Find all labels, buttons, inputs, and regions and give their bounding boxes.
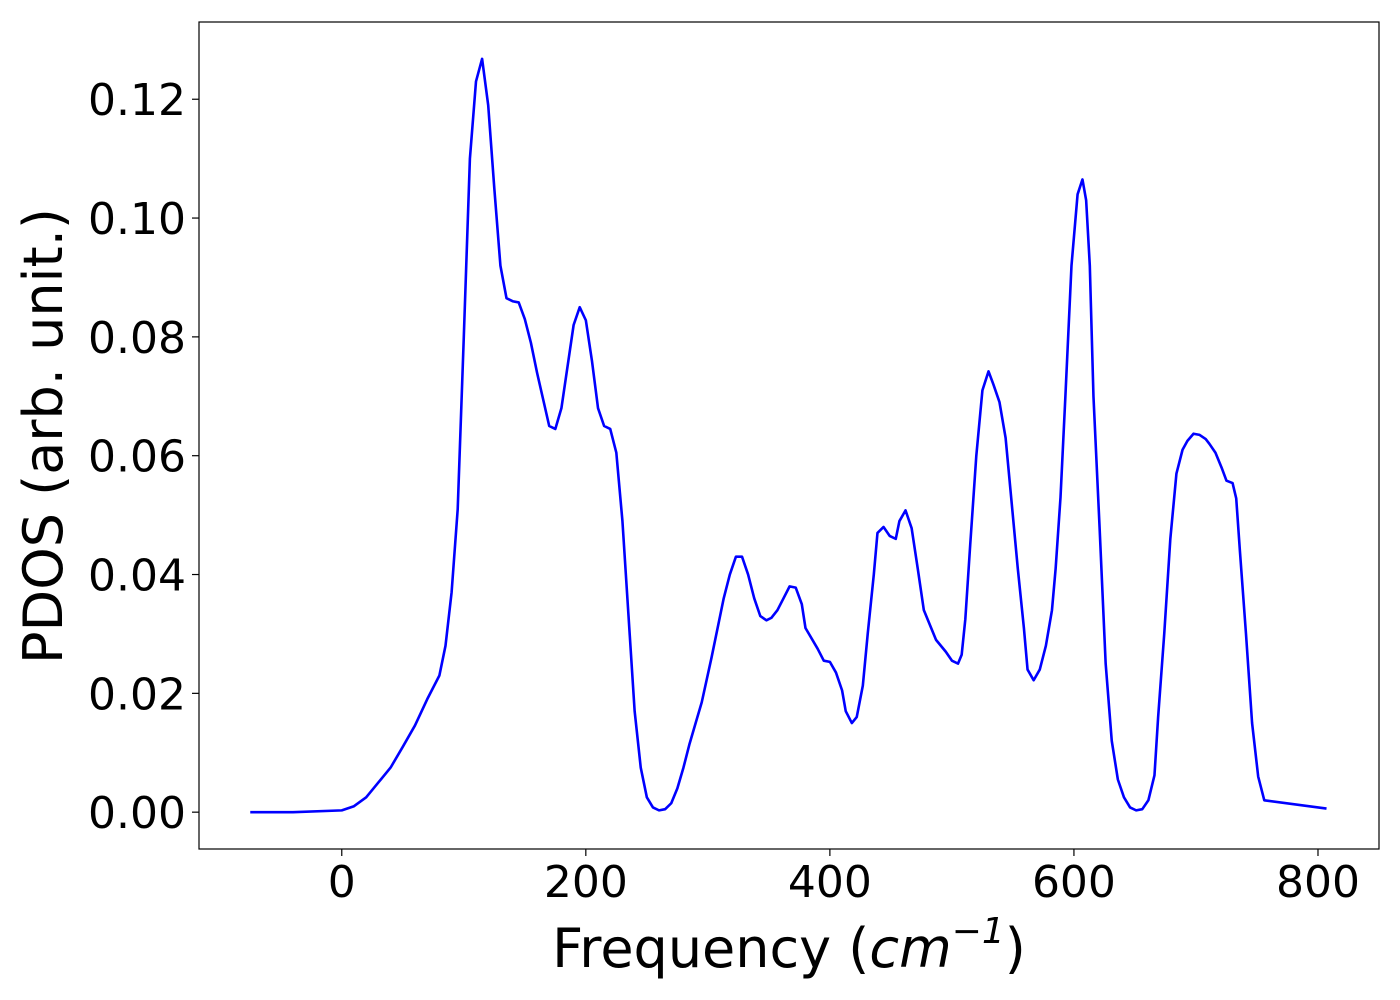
plot-frame (198, 21, 1380, 850)
y-tick-label: 0.00 (88, 788, 186, 839)
data-line (250, 57, 1327, 814)
x-label-text: ) (1005, 917, 1026, 980)
y-tick-label: 0.10 (88, 194, 186, 245)
y-axis-label: PDOS (arb. unit.) (12, 208, 75, 664)
y-tick-label: 0.06 (88, 432, 186, 483)
x-tick-label: 800 (1276, 857, 1360, 908)
x-label-unit: cm (869, 917, 951, 980)
y-tick-label: 0.04 (88, 551, 186, 602)
x-tick-label: 200 (544, 857, 628, 908)
y-tick-label: 0.02 (88, 669, 186, 720)
y-tick-label: 0.12 (88, 75, 186, 126)
x-tick-label: 400 (788, 857, 872, 908)
x-tick-label: 600 (1032, 857, 1116, 908)
x-tick-label: 0 (328, 857, 356, 908)
x-label-text: Frequency ( (552, 917, 869, 980)
x-label-exponent: −1 (952, 911, 1005, 952)
x-axis-label: Frequency (cm−1) (552, 911, 1026, 980)
y-tick-label: 0.08 (88, 313, 186, 364)
